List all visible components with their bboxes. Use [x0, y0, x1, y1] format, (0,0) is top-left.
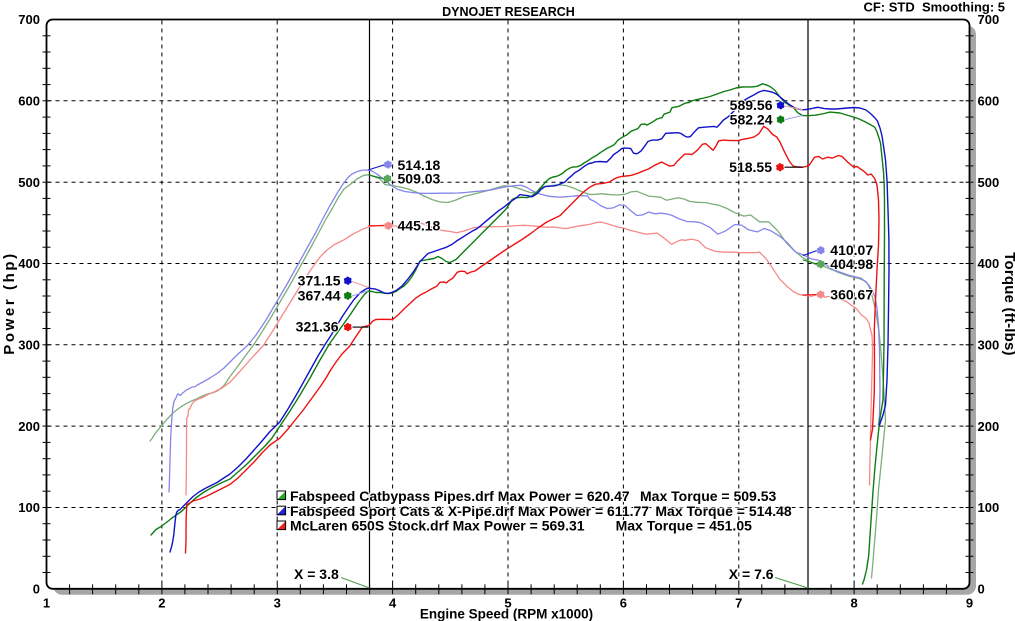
svg-text:200: 200 [978, 419, 1000, 434]
svg-text:CF: STD Smoothing: 5: CF: STD Smoothing: 5 [863, 0, 1005, 15]
svg-text:589.56: 589.56 [730, 97, 773, 113]
svg-text:514.18: 514.18 [398, 157, 441, 173]
svg-text:X = 3.8: X = 3.8 [294, 566, 339, 582]
svg-text:0: 0 [33, 582, 40, 597]
svg-text:445.18: 445.18 [398, 217, 441, 233]
svg-text:Torque (ft-lbs): Torque (ft-lbs) [1001, 252, 1015, 356]
svg-text:Fabspeed Sport Cats & X-Pipe.d: Fabspeed Sport Cats & X-Pipe.drf Max Pow… [290, 503, 649, 519]
svg-text:Max Torque = 451.05: Max Torque = 451.05 [616, 518, 753, 534]
svg-text:1: 1 [43, 596, 50, 611]
svg-text:410.07: 410.07 [830, 242, 873, 258]
svg-text:7: 7 [735, 596, 742, 611]
svg-text:0: 0 [978, 582, 985, 597]
svg-text:9: 9 [966, 596, 973, 611]
svg-text:404.98: 404.98 [830, 256, 873, 272]
svg-text:3: 3 [274, 596, 281, 611]
svg-text:4: 4 [389, 596, 397, 611]
svg-text:500: 500 [18, 175, 40, 190]
svg-text:Engine Speed (RPM x1000): Engine Speed (RPM x1000) [420, 607, 593, 621]
svg-text:300: 300 [978, 338, 1000, 353]
svg-text:371.15: 371.15 [298, 273, 341, 289]
svg-text:Fabspeed Catbypass Pipes.drf M: Fabspeed Catbypass Pipes.drf Max Power =… [290, 488, 630, 504]
svg-text:360.67: 360.67 [830, 286, 873, 302]
svg-text:367.44: 367.44 [298, 288, 341, 304]
svg-text:5: 5 [504, 596, 511, 611]
svg-text:321.36: 321.36 [296, 318, 339, 334]
svg-text:8: 8 [850, 596, 857, 611]
svg-text:2: 2 [158, 596, 165, 611]
svg-text:400: 400 [18, 256, 40, 271]
svg-text:100: 100 [978, 500, 1000, 515]
svg-text:DYNOJET RESEARCH: DYNOJET RESEARCH [442, 5, 575, 19]
svg-text:400: 400 [978, 256, 1000, 271]
svg-text:200: 200 [18, 419, 40, 434]
svg-text:Max Torque = 514.48: Max Torque = 514.48 [655, 503, 792, 519]
svg-text:700: 700 [978, 12, 1000, 27]
svg-text:600: 600 [978, 94, 1000, 109]
svg-text:518.55: 518.55 [729, 159, 772, 175]
svg-text:300: 300 [18, 338, 40, 353]
svg-text:700: 700 [18, 12, 40, 27]
svg-text:100: 100 [18, 500, 40, 515]
svg-text:X = 7.6: X = 7.6 [729, 566, 774, 582]
svg-text:509.03: 509.03 [398, 171, 441, 187]
svg-text:McLaren 650S Stock.drf Max Pow: McLaren 650S Stock.drf Max Power = 569.3… [290, 518, 585, 534]
svg-text:500: 500 [978, 175, 1000, 190]
svg-text:600: 600 [18, 94, 40, 109]
svg-text:582.24: 582.24 [730, 111, 773, 127]
svg-text:Max Torque = 509.53: Max Torque = 509.53 [640, 488, 777, 504]
svg-text:6: 6 [620, 596, 627, 611]
svg-text:Power (hp): Power (hp) [1, 251, 18, 355]
